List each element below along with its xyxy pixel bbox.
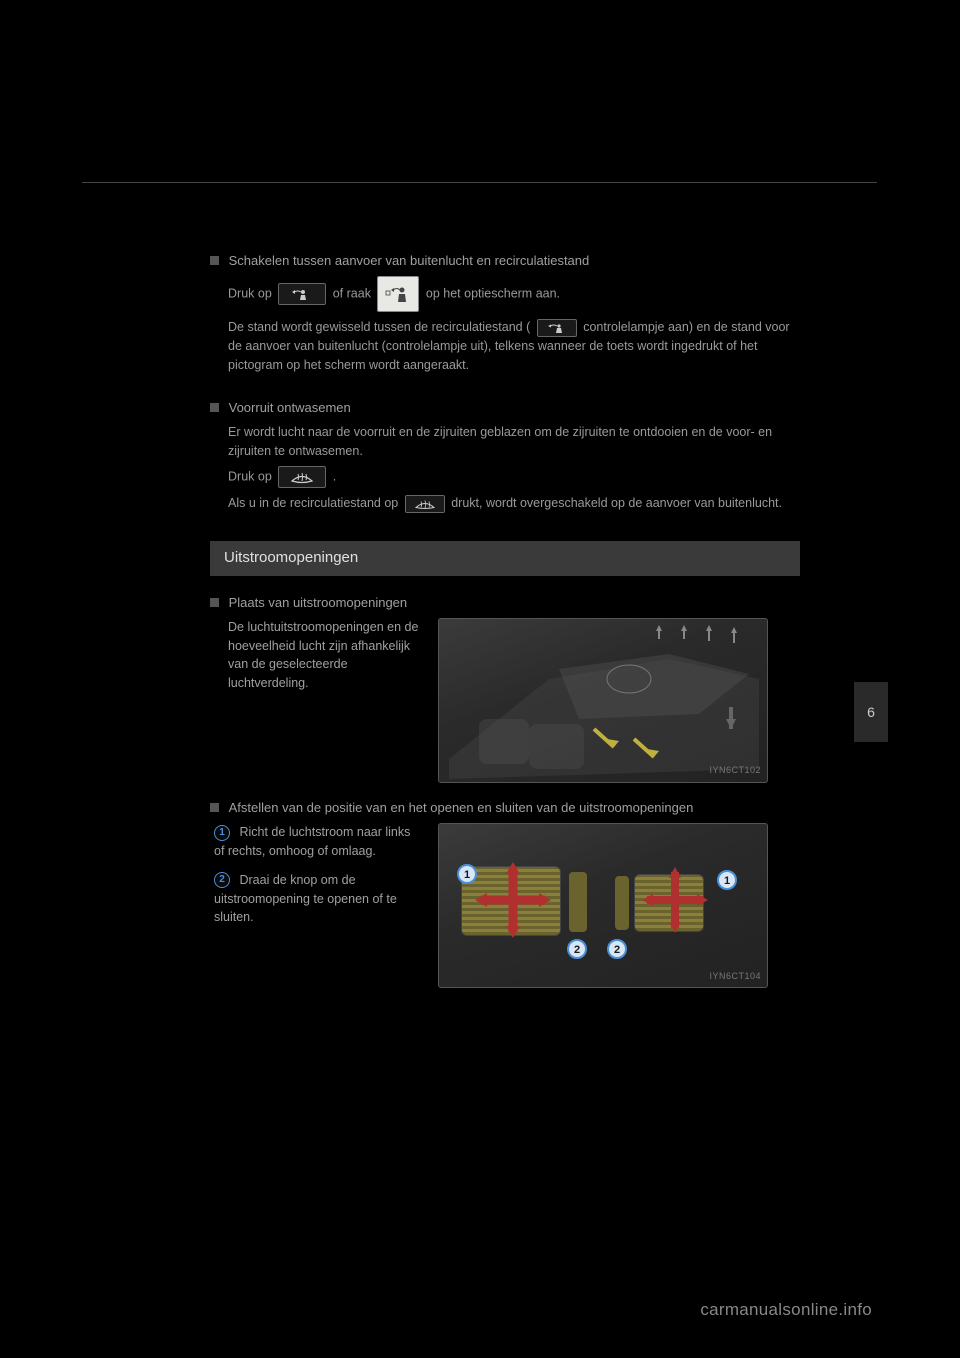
page-container (82, 182, 877, 197)
person-airflow-small-icon (545, 322, 569, 334)
outlet-adj-row: 1 Richt de luchtstroom naar links of rec… (210, 823, 800, 988)
person-airflow-icon (288, 287, 316, 301)
step-1-text: Richt de luchtstroom naar links of recht… (214, 825, 410, 858)
text-fragment: drukt, wordt overgeschakeld op de aanvoe… (451, 496, 782, 510)
interior-diagram-svg (439, 619, 768, 783)
outlet-adj-item-2: 2 Draai de knop om de uitstroomopening t… (214, 871, 420, 927)
recirc-button-icon (278, 283, 326, 305)
defrost-button-icon (278, 466, 326, 488)
defog-heading: Voorruit ontwasemen (210, 397, 800, 417)
step-2-icon: 2 (214, 872, 230, 888)
callout-2-right: 2 (607, 939, 627, 959)
defog-paragraph-2: Druk op . (228, 466, 800, 488)
square-bullet-icon (210, 403, 219, 412)
outlet-adj-item-1: 1 Richt de luchtstroom naar links of rec… (214, 823, 420, 861)
recirc-button-small-icon (537, 319, 577, 337)
direction-arrows-right-icon (641, 866, 709, 934)
recirc-heading-text: Schakelen tussen aanvoer van buitenlucht… (229, 253, 590, 268)
defog-paragraph-3: Als u in de recirculatiestand op drukt, … (228, 494, 800, 513)
image-code: IYN6CT102 (709, 764, 761, 778)
text-fragment: Druk op (228, 287, 275, 301)
outlet-adj-heading: Afstellen van de positie van en het open… (210, 797, 800, 817)
windshield-defrost-small-icon (412, 498, 438, 511)
direction-arrows-left-icon (473, 860, 553, 940)
outlet-loc-row: De luchtuitstroomopeningen en de hoeveel… (210, 618, 800, 783)
page-content: Schakelen tussen aanvoer van buitenlucht… (210, 250, 800, 1002)
defrost-button-small-icon (405, 495, 445, 513)
windshield-defrost-icon (287, 469, 317, 485)
text-fragment: . (333, 470, 336, 484)
text-fragment: op het optiescherm aan. (426, 287, 560, 301)
outlet-loc-heading: Plaats van uitstroomopeningen (210, 592, 800, 612)
recirc-screen-icon (377, 276, 419, 312)
step-2-text: Draai de knop om de uitstroomopening te … (214, 873, 397, 925)
image-code: IYN6CT104 (709, 970, 761, 984)
text-fragment: De stand wordt gewisseld tussen de recir… (228, 320, 530, 334)
square-bullet-icon (210, 598, 219, 607)
vent-adjustment-diagram: 1 2 2 1 IYN6CT104 (438, 823, 768, 988)
outlet-loc-text: De luchtuitstroomopeningen en de hoeveel… (210, 618, 420, 783)
step-1-icon: 1 (214, 825, 230, 841)
footer-watermark: carmanualsonline.info (700, 1300, 872, 1320)
square-bullet-icon (210, 256, 219, 265)
chapter-side-tab: 6 (854, 682, 888, 742)
section-bar-outlets: Uitstroomopeningen (210, 541, 800, 576)
square-bullet-icon (210, 803, 219, 812)
interior-airflow-diagram: IYN6CT102 (438, 618, 768, 783)
defog-paragraph-1: Er wordt lucht naar de voorruit en de zi… (228, 423, 800, 461)
header-rule (82, 182, 877, 183)
text-fragment: Als u in de recirculatiestand op (228, 496, 402, 510)
text-fragment: Druk op (228, 470, 275, 484)
recirc-paragraph-1: Druk op of raak op het optiescherm aan. (228, 276, 800, 312)
outlet-adj-heading-text: Afstellen van de positie van en het open… (229, 800, 694, 815)
person-airflow-screen-icon (383, 282, 413, 306)
outlet-adj-text: 1 Richt de luchtstroom naar links of rec… (210, 823, 420, 988)
vent-right-knob (615, 876, 629, 930)
defog-heading-text: Voorruit ontwasemen (229, 399, 351, 414)
outlet-adj-image-col: 1 2 2 1 IYN6CT104 (438, 823, 800, 988)
callout-2-left: 2 (567, 939, 587, 959)
text-fragment: of raak (333, 287, 375, 301)
recirc-paragraph-2: De stand wordt gewisseld tussen de recir… (228, 318, 800, 374)
callout-1-right: 1 (717, 870, 737, 890)
vent-left-knob (569, 872, 587, 932)
outlet-loc-image-col: IYN6CT102 (438, 618, 800, 783)
recirc-heading: Schakelen tussen aanvoer van buitenlucht… (210, 250, 800, 270)
outlet-loc-heading-text: Plaats van uitstroomopeningen (229, 594, 408, 609)
outlet-loc-paragraph: De luchtuitstroomopeningen en de hoeveel… (228, 618, 420, 693)
